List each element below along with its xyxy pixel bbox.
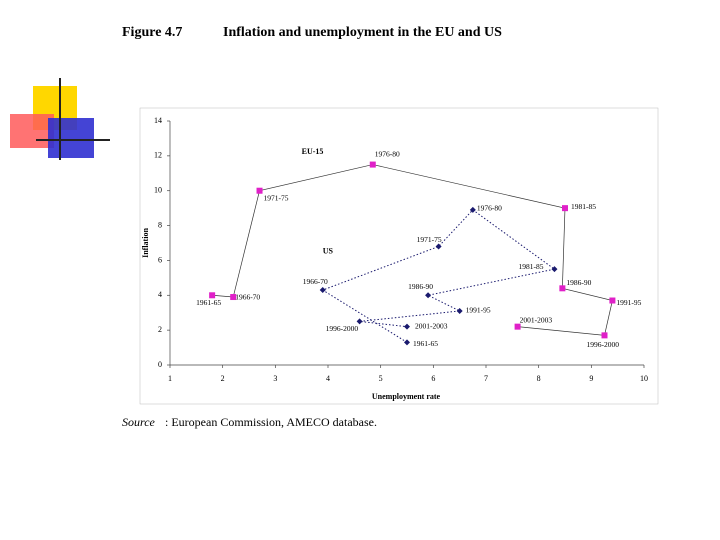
x-tick-label: 1 (168, 374, 172, 383)
point (425, 292, 432, 299)
point-label: 1981-85 (571, 202, 596, 211)
y-tick-label: 6 (158, 255, 162, 264)
decoration (10, 78, 110, 160)
chart-title: Inflation and unemployment in the EU and… (223, 25, 502, 40)
point (559, 285, 566, 292)
point-label: 1971-75 (264, 193, 289, 202)
point (609, 297, 616, 304)
point-label: 1996-2000 (587, 340, 620, 349)
point (601, 332, 608, 339)
point (435, 243, 442, 250)
x-tick-label: 8 (537, 374, 541, 383)
point (456, 307, 463, 314)
point-label: 1976-80 (477, 204, 502, 213)
point (319, 287, 326, 294)
point (514, 323, 521, 330)
series-name: US (323, 247, 334, 256)
x-tick-label: 3 (273, 374, 277, 383)
point (404, 323, 410, 330)
source-label: Source (122, 415, 156, 429)
x-tick-label: 10 (640, 374, 648, 383)
y-tick-label: 4 (158, 290, 162, 299)
point-label: 1986-90 (566, 278, 591, 287)
point-label: 1966-70 (303, 277, 328, 286)
x-axis-label: Unemployment rate (372, 392, 441, 401)
y-tick-label: 14 (154, 116, 162, 125)
point-label: 1961-65 (196, 298, 221, 307)
point (356, 318, 363, 325)
point-label: 1986-90 (408, 282, 433, 291)
point-label: 1991-95 (616, 298, 641, 307)
x-tick-label: 2 (221, 374, 225, 383)
y-tick-label: 10 (154, 186, 162, 195)
point-label: 1966-70 (235, 293, 260, 302)
series-name: EU-15 (302, 147, 324, 156)
y-tick-label: 0 (158, 360, 162, 369)
point-label: 1981-85 (518, 262, 543, 271)
point-label: 1961-65 (413, 339, 438, 348)
x-tick-label: 9 (589, 374, 593, 383)
point-label: 1991-95 (466, 306, 491, 315)
point (469, 206, 476, 213)
point-label: 2001-2003 (415, 321, 448, 330)
point (404, 339, 410, 346)
x-tick-label: 6 (431, 374, 435, 383)
point-label: 2001-2003 (520, 315, 553, 324)
source-text: : European Commission, AMECO database. (165, 415, 377, 429)
series-line (212, 164, 613, 336)
y-axis-label: Inflation (141, 228, 150, 258)
x-tick-label: 7 (484, 374, 488, 383)
point (369, 161, 376, 168)
point (230, 294, 237, 301)
x-tick-label: 4 (326, 374, 330, 383)
x-tick-label: 5 (379, 374, 383, 383)
point-label: 1976-80 (375, 149, 400, 158)
deco-square (48, 118, 94, 158)
point (551, 266, 558, 273)
deco-square (10, 114, 54, 148)
chart-frame (139, 107, 659, 405)
figure-label: Figure 4.7 (122, 25, 182, 40)
point (256, 187, 263, 194)
point (209, 292, 216, 299)
point-label: 1971-75 (417, 235, 442, 244)
y-tick-label: 2 (158, 325, 162, 334)
y-tick-label: 12 (154, 151, 162, 160)
point (562, 205, 568, 212)
y-tick-label: 8 (158, 220, 162, 229)
point-label: 1996-2000 (326, 324, 359, 333)
series-line (321, 209, 556, 343)
